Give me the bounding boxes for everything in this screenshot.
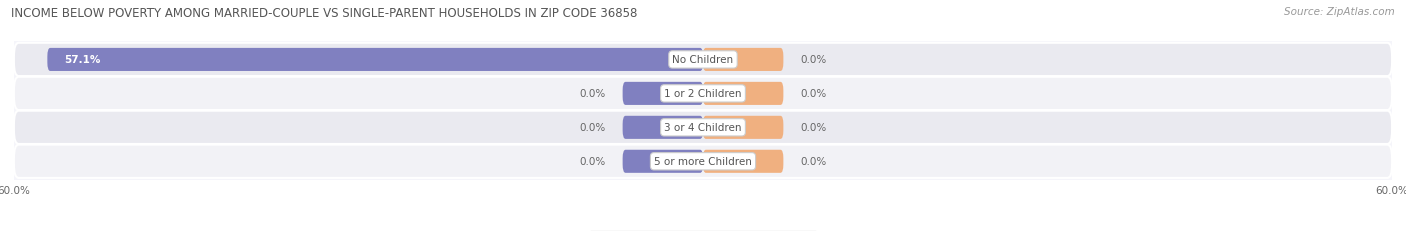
FancyBboxPatch shape (703, 82, 783, 106)
Text: INCOME BELOW POVERTY AMONG MARRIED-COUPLE VS SINGLE-PARENT HOUSEHOLDS IN ZIP COD: INCOME BELOW POVERTY AMONG MARRIED-COUPL… (11, 7, 638, 20)
Text: 5 or more Children: 5 or more Children (654, 157, 752, 167)
FancyBboxPatch shape (14, 44, 1392, 77)
FancyBboxPatch shape (703, 150, 783, 173)
Text: 1 or 2 Children: 1 or 2 Children (664, 89, 742, 99)
FancyBboxPatch shape (14, 111, 1392, 144)
FancyBboxPatch shape (703, 116, 783, 139)
Text: No Children: No Children (672, 55, 734, 65)
Text: 0.0%: 0.0% (800, 157, 827, 167)
FancyBboxPatch shape (14, 77, 1392, 111)
Text: 0.0%: 0.0% (800, 123, 827, 133)
Text: 0.0%: 0.0% (579, 89, 606, 99)
Text: 57.1%: 57.1% (65, 55, 101, 65)
FancyBboxPatch shape (623, 150, 703, 173)
Text: 0.0%: 0.0% (800, 55, 827, 65)
FancyBboxPatch shape (703, 49, 783, 72)
FancyBboxPatch shape (48, 49, 703, 72)
Text: 0.0%: 0.0% (579, 123, 606, 133)
Text: Source: ZipAtlas.com: Source: ZipAtlas.com (1284, 7, 1395, 17)
Text: 0.0%: 0.0% (579, 157, 606, 167)
Text: 3 or 4 Children: 3 or 4 Children (664, 123, 742, 133)
FancyBboxPatch shape (14, 145, 1392, 178)
FancyBboxPatch shape (623, 116, 703, 139)
Text: 0.0%: 0.0% (800, 89, 827, 99)
FancyBboxPatch shape (623, 82, 703, 106)
